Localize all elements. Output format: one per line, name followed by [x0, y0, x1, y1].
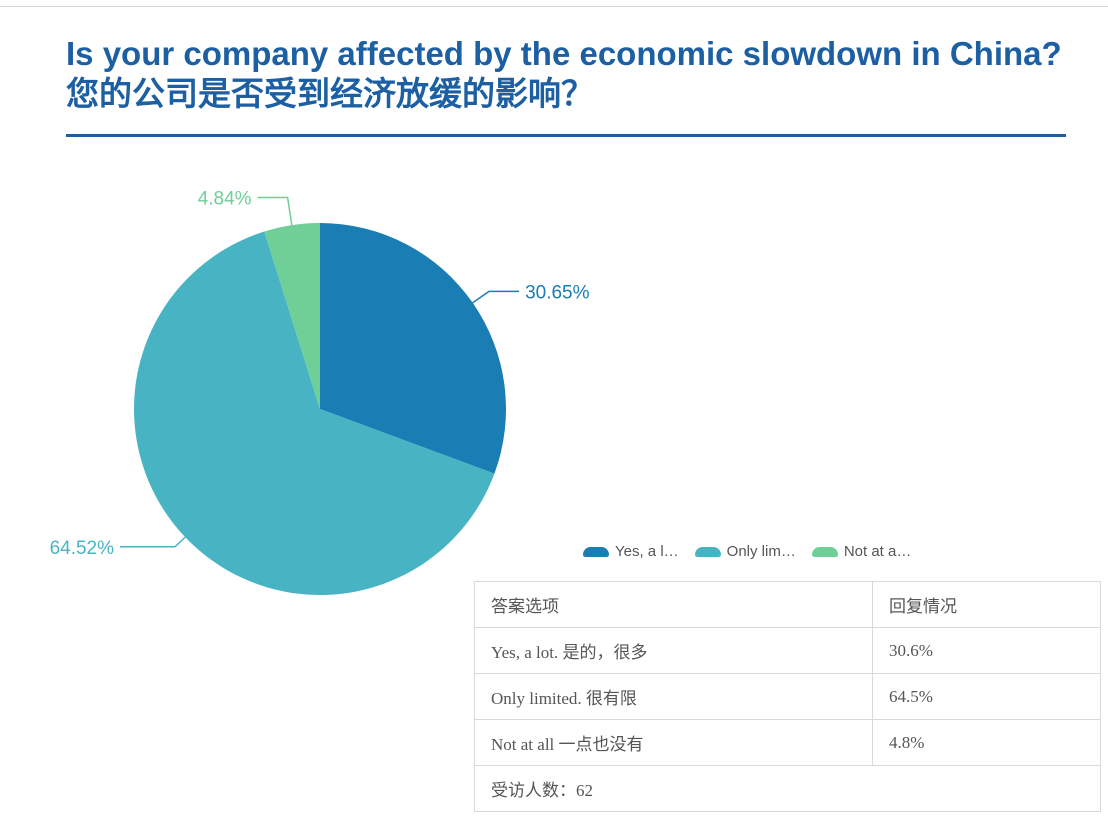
- table-cell-option: Yes, a lot. 是的，很多: [474, 627, 873, 674]
- respondent-count: 受访人数：62: [474, 765, 1101, 812]
- table-cell-option: Not at all 一点也没有: [474, 719, 873, 766]
- page-title: Is your company affected by the economic…: [66, 35, 1062, 112]
- leader-line-limited: [120, 536, 186, 548]
- table-cell-option: Only limited. 很有限: [474, 673, 873, 720]
- table-header-row: 答案选项 回复情况: [474, 581, 1101, 628]
- data-label-yes: 30.65%: [525, 282, 590, 303]
- legend-label-not: Not at a…: [843, 543, 912, 560]
- legend-item-not[interactable]: Not at a…: [811, 543, 912, 560]
- table-cell-response: 30.6%: [872, 627, 1101, 674]
- top-divider: [0, 6, 1108, 7]
- table-header-option: 答案选项: [474, 581, 873, 628]
- table-cell-response: 4.8%: [872, 719, 1101, 766]
- legend-swatch-limited: [694, 546, 721, 557]
- table-cell-response: 64.5%: [872, 673, 1101, 720]
- title-rule: [66, 134, 1066, 137]
- legend-swatch-yes: [583, 546, 609, 557]
- chart-legend: Yes, a l… Only lim… Not at a…: [583, 543, 911, 560]
- data-label-not: 4.84%: [198, 188, 252, 209]
- pie-slice-yes[interactable]: [320, 223, 506, 474]
- table-header-response: 回复情况: [872, 581, 1101, 628]
- legend-label-yes: Yes, a l…: [615, 543, 679, 560]
- table-row: Only limited. 很有限 64.5%: [474, 673, 1101, 720]
- pie-slice-limited[interactable]: [133, 231, 495, 595]
- legend-label-limited: Only lim…: [726, 543, 796, 560]
- legend-item-yes[interactable]: Yes, a l…: [583, 543, 679, 560]
- table-row: Not at all 一点也没有 4.8%: [474, 719, 1101, 766]
- pie-slice-not[interactable]: [264, 223, 320, 409]
- leader-line-yes: [472, 290, 520, 304]
- data-label-limited: 64.52%: [50, 538, 115, 559]
- pie-chart: 30.65% 64.52% 4.84%: [50, 188, 590, 595]
- leader-line-not: [257, 196, 293, 226]
- legend-item-limited[interactable]: Only lim…: [694, 543, 796, 560]
- legend-swatch-not: [811, 546, 838, 557]
- table-footer-row: 受访人数：62: [474, 765, 1101, 812]
- table-row: Yes, a lot. 是的，很多 30.6%: [474, 627, 1101, 674]
- answer-table: 答案选项 回复情况 Yes, a lot. 是的，很多 30.6% Only l…: [474, 581, 1101, 812]
